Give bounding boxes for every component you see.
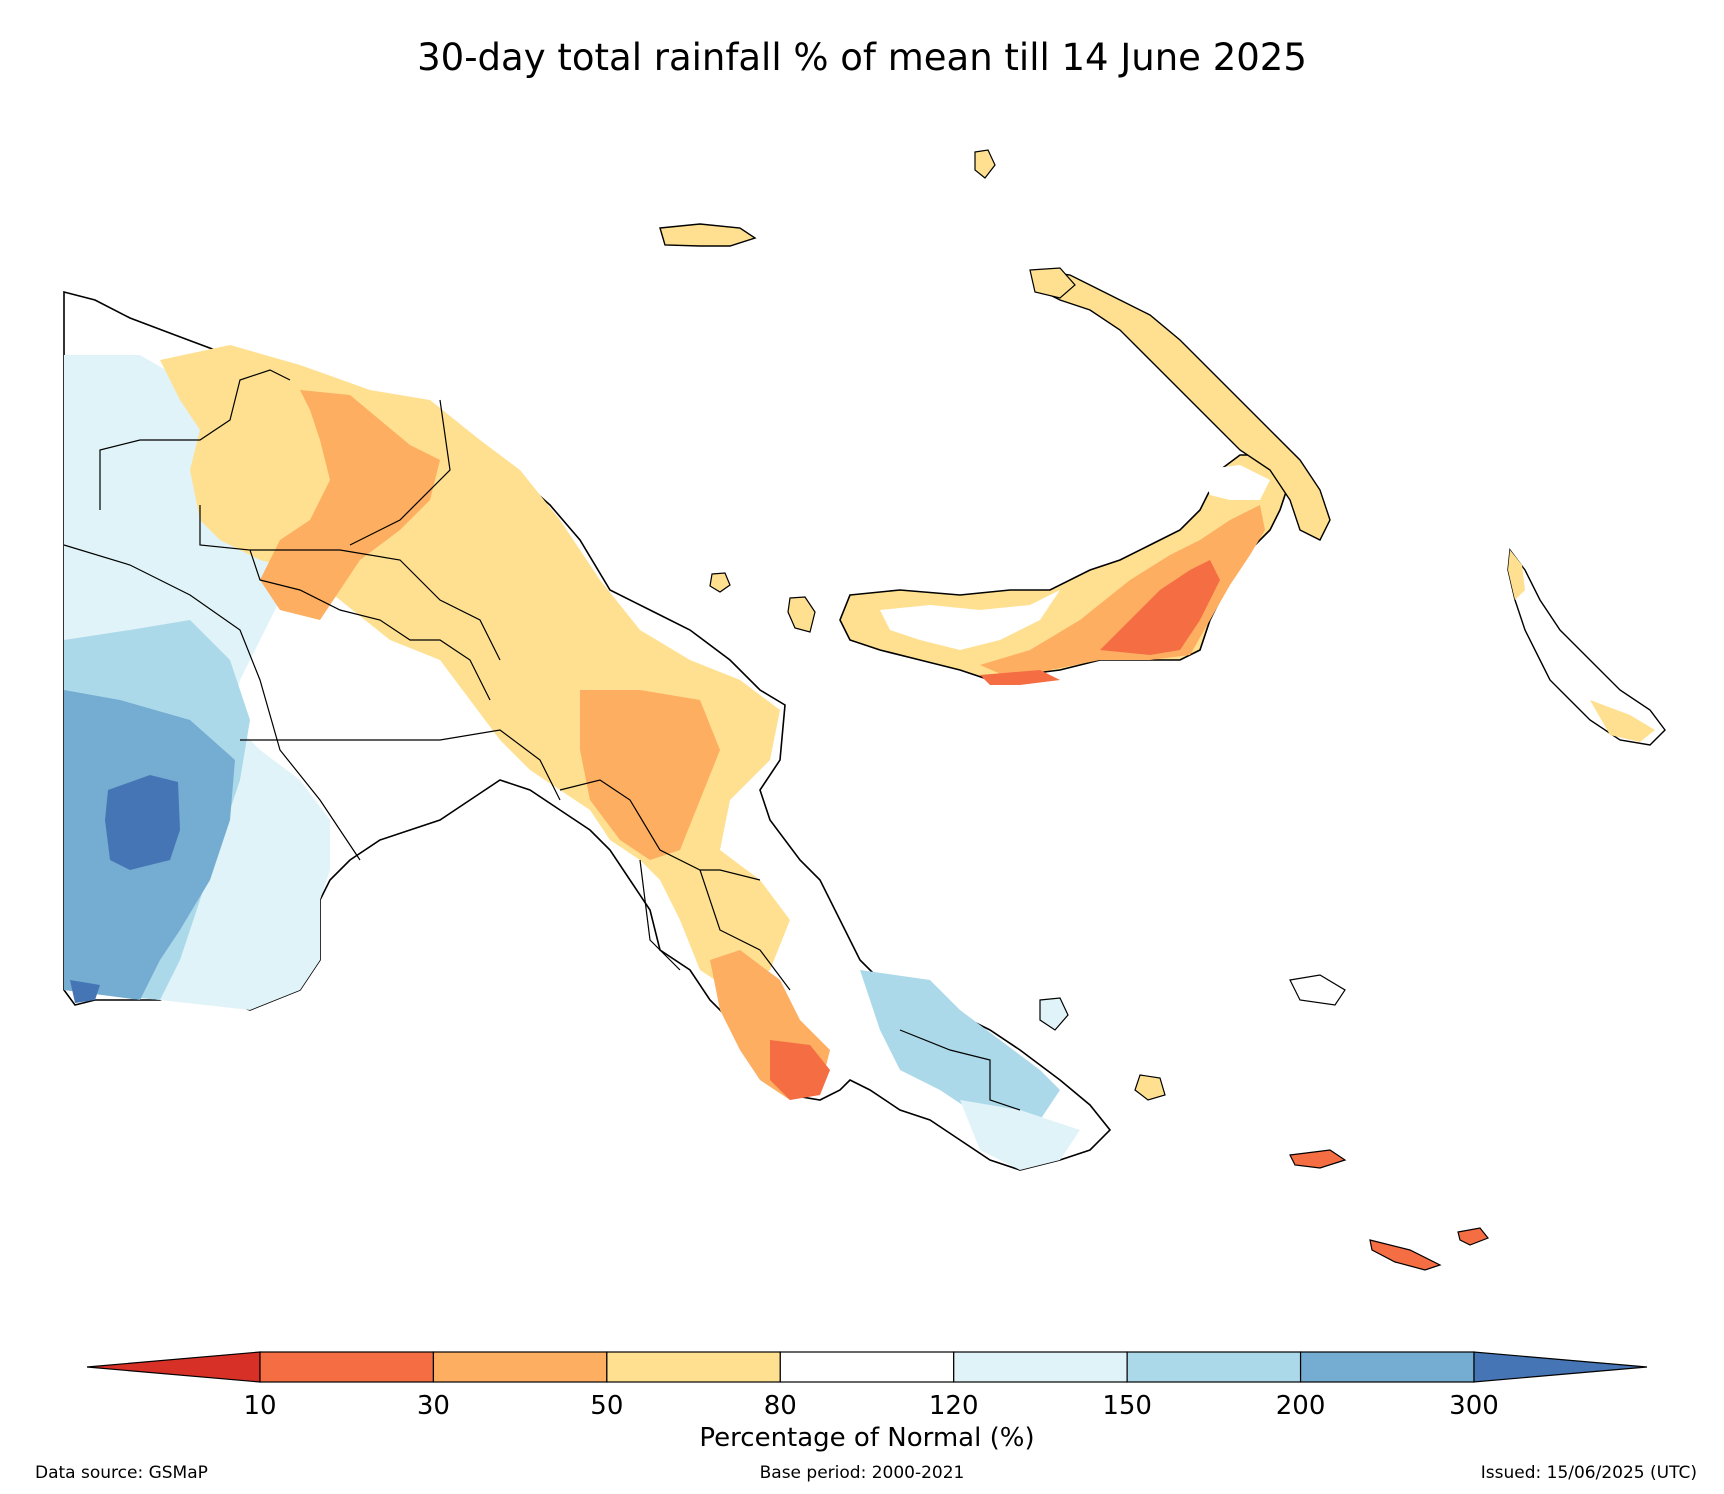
normanby: [1134, 1074, 1166, 1101]
colorbar-extend-high: [1473, 1351, 1648, 1383]
region-se-blue: [860, 970, 1060, 1130]
new-britain-orange: [980, 505, 1265, 678]
colorbar-tick-label: 120: [929, 1391, 979, 1421]
colorbar-tick-label: 150: [1102, 1391, 1152, 1421]
umboi: [787, 596, 816, 633]
bougainville-yellow-s: [1590, 700, 1655, 742]
map-title: 30-day total rainfall % of mean till 14 …: [417, 36, 1307, 79]
manus-island: [659, 223, 757, 247]
woodlark: [1457, 1227, 1489, 1246]
colorbar-segment: [432, 1351, 608, 1383]
new-britain-red: [1100, 560, 1220, 655]
region-south-red: [770, 1040, 830, 1100]
colorbar-segment: [259, 1351, 435, 1383]
new-britain-red-south: [980, 670, 1060, 685]
base-period-note: Base period: 2000-2021: [759, 1463, 965, 1483]
trobriand: [1289, 974, 1346, 1006]
colorbar-extend-low: [86, 1351, 261, 1383]
region-north-orange: [260, 390, 440, 620]
colorbar-tick-label: 10: [243, 1391, 276, 1421]
colorbar-segment: [1126, 1351, 1302, 1383]
bougainville: [1507, 548, 1666, 746]
papua-new-guinea-landmass: [63, 290, 1112, 1171]
colorbar-tick-label: 200: [1276, 1391, 1326, 1421]
colorbar-tick-label: 30: [417, 1391, 450, 1421]
data-source-note: Data source: GSMaP: [35, 1463, 208, 1483]
bougainville-yellow-n: [1508, 550, 1525, 600]
colorbar-segment: [779, 1351, 955, 1383]
colorbar-tick-label: 300: [1449, 1391, 1499, 1421]
region-central-orange: [580, 690, 720, 860]
islands: [659, 149, 1666, 1271]
issued-note: Issued: 15/06/2025 (UTC): [1480, 1463, 1697, 1483]
mussau: [974, 149, 996, 179]
colorbar: 10 30 50 80 120 150 200 300 Percentage of Normal…: [86, 1351, 1648, 1453]
region-west-darkblue-2: [70, 980, 100, 1003]
goodenough: [1039, 997, 1069, 1031]
colorbar-tick-label: 80: [764, 1391, 797, 1421]
colorbar-segment: [606, 1351, 781, 1383]
colorbar-title: Percentage of Normal (%): [699, 1423, 1034, 1453]
colorbar-tick-label: 50: [590, 1391, 623, 1421]
rossel: [1369, 1239, 1442, 1271]
region-west-darkblue: [105, 775, 180, 870]
new-britain-white-east: [1200, 465, 1270, 500]
karkar: [709, 572, 731, 593]
region-se-lightblue: [960, 1100, 1080, 1170]
colorbar-segment: [953, 1351, 1128, 1383]
fergusson: [1289, 1149, 1347, 1169]
new-hanover: [1029, 267, 1076, 299]
new-britain-white: [880, 590, 1060, 650]
colorbar-segment: [1299, 1351, 1475, 1383]
province-boundaries: [63, 369, 1021, 1111]
new-ireland: [1034, 269, 1331, 541]
